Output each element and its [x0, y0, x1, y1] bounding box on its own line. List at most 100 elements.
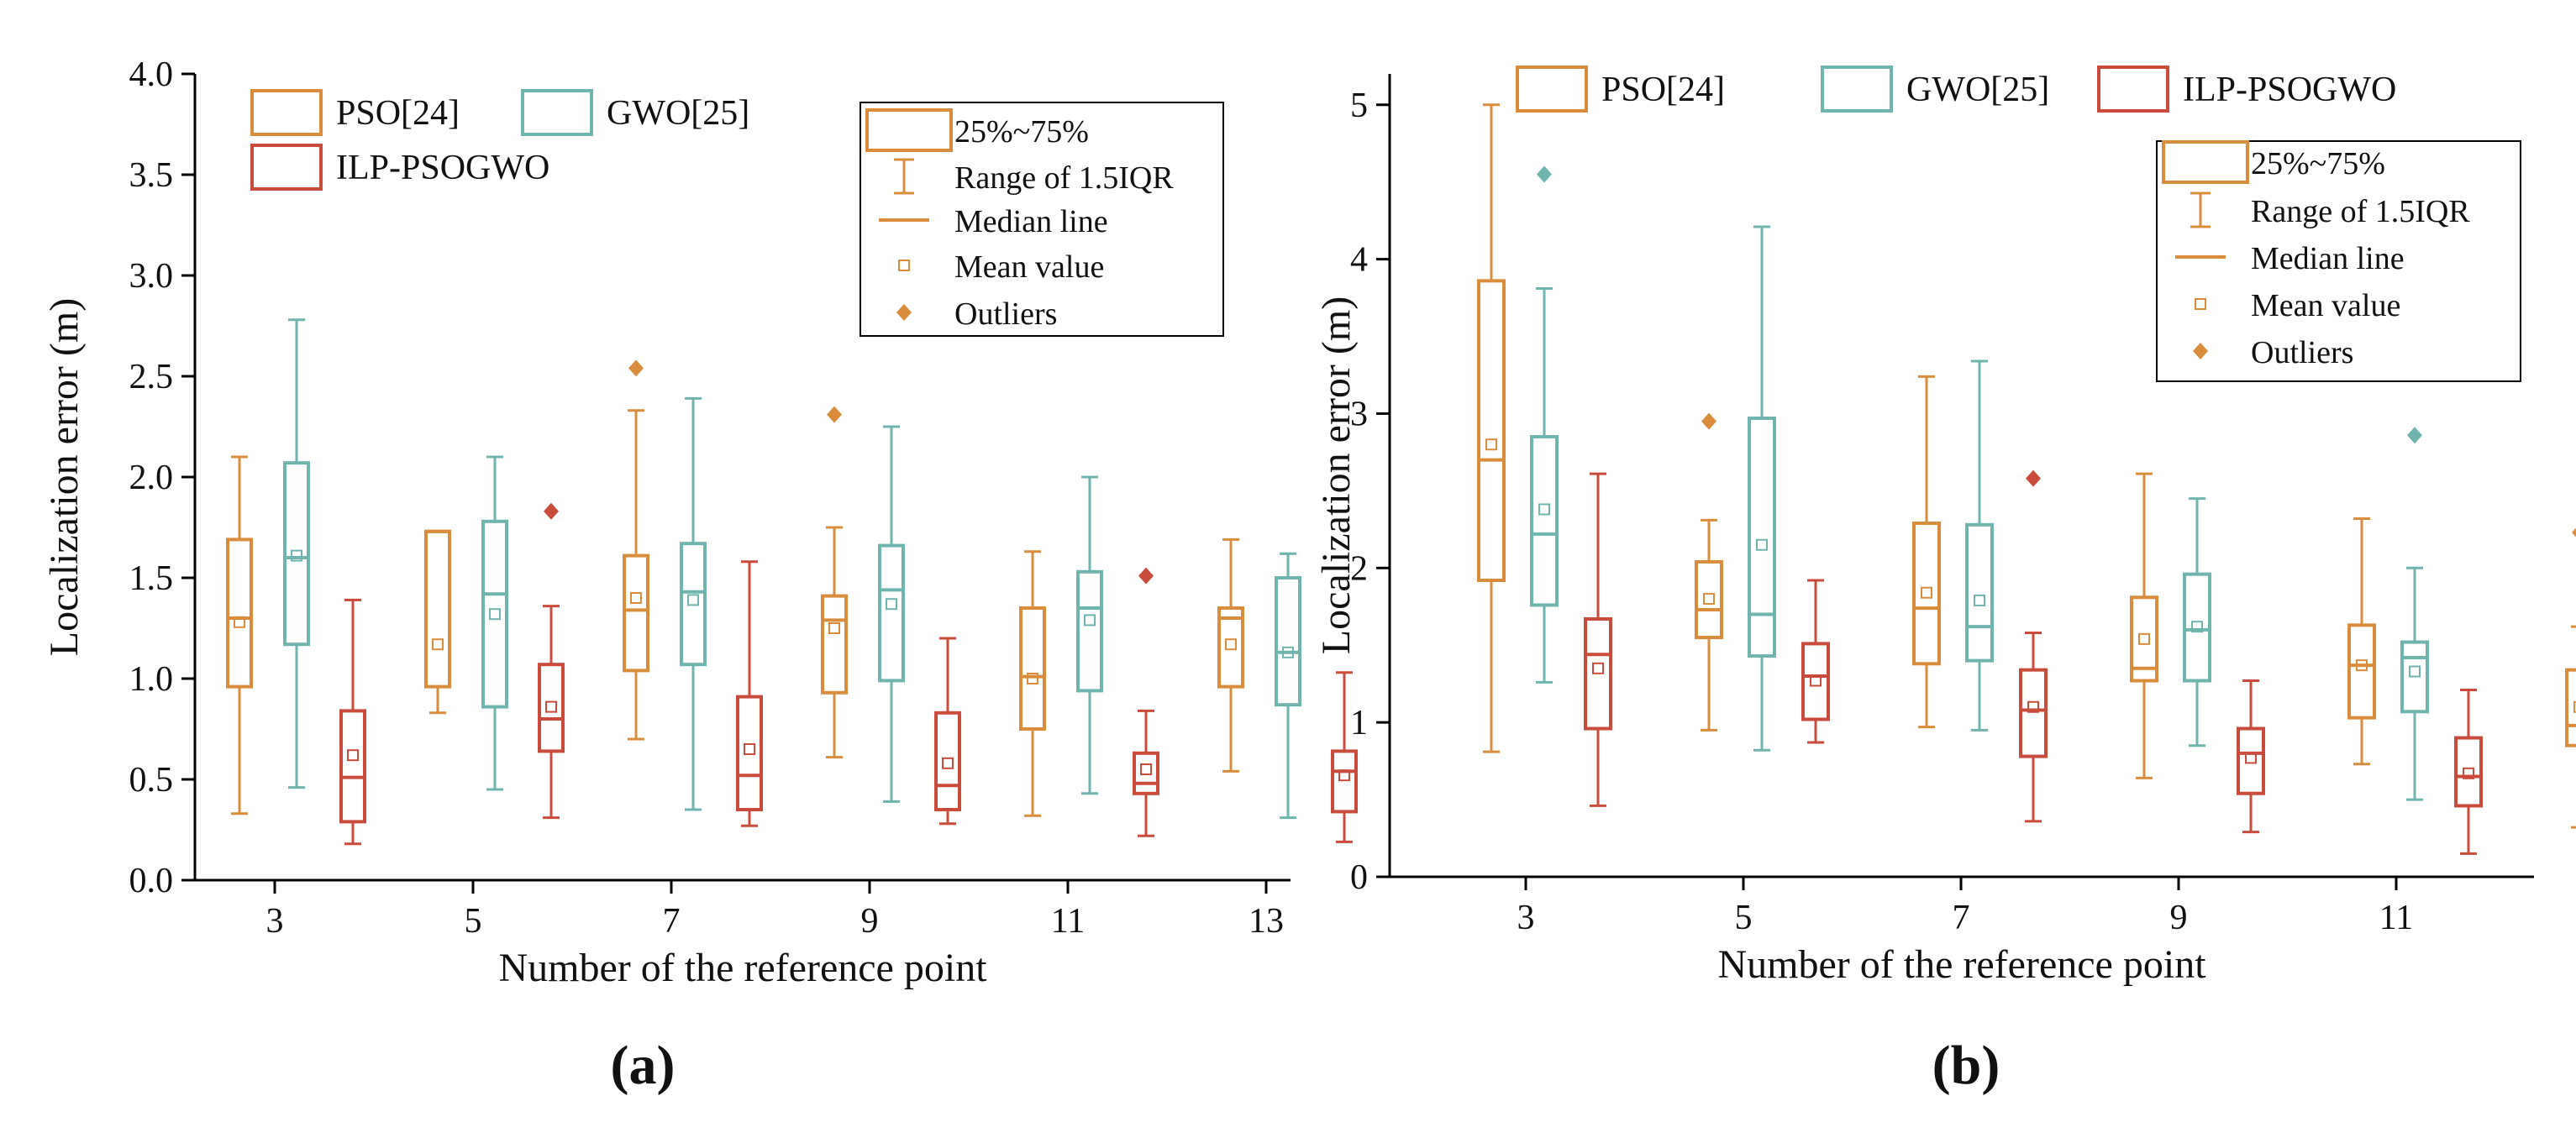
- mean-marker: [432, 638, 444, 651]
- x-tick-label: 11: [2379, 899, 2413, 937]
- mean-marker: [2191, 621, 2203, 633]
- outlier-marker: [827, 406, 842, 423]
- mean-marker: [2573, 700, 2576, 713]
- x-tick-label: 13: [1249, 902, 1284, 941]
- mean-marker: [2356, 659, 2368, 672]
- x-tick-label: 7: [663, 902, 681, 941]
- x-tick-label: 11: [1051, 902, 1085, 941]
- stats-legend-label: Mean value: [954, 249, 1104, 285]
- box: [680, 542, 707, 667]
- legend-mean-swatch: [898, 260, 910, 271]
- x-axis-label: Number of the reference point: [498, 946, 987, 990]
- mean-marker: [1703, 593, 1715, 606]
- y-axis-label: Localization error (m): [1314, 296, 1359, 654]
- box: [1217, 606, 1244, 689]
- mean-marker: [1225, 638, 1237, 651]
- y-tick-label: 3.0: [129, 257, 174, 296]
- legend-label: GWO[25]: [1906, 71, 2049, 109]
- x-tick-label: 5: [465, 902, 482, 941]
- box: [1530, 435, 1559, 607]
- y-tick-label: 1: [1350, 704, 1368, 742]
- mean-marker: [1974, 594, 1985, 606]
- figure-label: (a): [611, 1035, 676, 1096]
- y-tick-label: 2.0: [129, 459, 174, 497]
- legend-swatch: [250, 144, 323, 191]
- outlier-marker: [628, 359, 644, 377]
- y-tick-label: 0: [1350, 858, 1368, 897]
- mean-marker: [886, 598, 897, 611]
- legend-swatch: [1821, 66, 1893, 113]
- box: [878, 543, 905, 683]
- legend-label: PSO[24]: [336, 94, 460, 133]
- outlier-marker: [1537, 165, 1552, 183]
- box: [1965, 522, 1994, 663]
- y-tick-label: 1.0: [129, 660, 174, 699]
- legend-outlier-swatch: [2193, 343, 2208, 359]
- legend-label: ILP-PSOGWO: [2183, 71, 2396, 109]
- mean-marker: [2409, 665, 2421, 678]
- mean-marker: [489, 608, 501, 621]
- legend-outlier-swatch: [896, 304, 912, 321]
- y-tick-label: 1.5: [129, 559, 174, 598]
- legend-swatch: [1516, 66, 1588, 113]
- y-tick-label: 5: [1350, 87, 1368, 125]
- box: [1019, 606, 1046, 731]
- mean-marker: [2245, 752, 2257, 764]
- box: [934, 711, 961, 811]
- mean-marker: [1140, 763, 1152, 775]
- y-tick-label: 2.5: [129, 358, 174, 396]
- box: [623, 553, 649, 673]
- box: [736, 695, 763, 811]
- mean-marker: [1538, 503, 1550, 516]
- mean-marker: [347, 749, 359, 762]
- mean-marker: [1592, 662, 1604, 674]
- outlier-marker: [1701, 412, 1716, 430]
- y-tick-label: 4.0: [129, 55, 174, 94]
- box: [481, 519, 508, 709]
- box: [2347, 623, 2376, 720]
- mean-marker: [2463, 767, 2474, 779]
- box: [1584, 616, 1612, 731]
- y-tick-label: 0.5: [129, 761, 174, 800]
- stats-legend-label: Outliers: [954, 296, 1057, 332]
- x-tick-label: 5: [1735, 899, 1753, 937]
- box: [821, 594, 848, 695]
- box: [1331, 749, 1358, 814]
- y-tick-label: 4: [1350, 241, 1368, 280]
- x-tick-label: 9: [861, 902, 879, 941]
- x-axis-label: Number of the reference point: [1717, 942, 2206, 987]
- legend-label: ILP-PSOGWO: [336, 149, 549, 187]
- box: [283, 461, 310, 647]
- box: [2454, 736, 2483, 808]
- mean-marker: [291, 549, 302, 562]
- stats-legend-label: Outliers: [2251, 335, 2353, 370]
- outlier-marker: [544, 502, 559, 520]
- box: [1477, 279, 1506, 583]
- y-tick-label: 2: [1350, 549, 1368, 588]
- x-tick-label: 7: [1953, 899, 1970, 937]
- outlier-marker: [2572, 527, 2576, 538]
- box: [1695, 559, 1723, 640]
- mean-marker: [1282, 646, 1294, 658]
- legend-swatch: [521, 89, 593, 136]
- box: [1801, 642, 1830, 721]
- box: [2237, 726, 2265, 795]
- outlier-marker: [1138, 567, 1154, 585]
- legend-label: GWO[25]: [607, 94, 749, 133]
- mean-marker: [828, 622, 840, 634]
- stats-legend-label: Mean value: [2251, 288, 2400, 323]
- mean-marker: [234, 616, 245, 628]
- box: [1912, 521, 1941, 666]
- y-tick-label: 0.0: [129, 862, 174, 900]
- box: [1133, 751, 1159, 795]
- legend-mean-swatch: [2195, 298, 2206, 310]
- mean-marker: [1485, 438, 1497, 451]
- stats-legend-label: Median line: [954, 204, 1108, 239]
- box: [1748, 416, 1776, 658]
- y-tick-label: 3: [1350, 395, 1368, 433]
- x-tick-label: 3: [266, 902, 284, 941]
- legend-label: PSO[24]: [1601, 71, 1725, 109]
- legend-swatch: [2097, 66, 2169, 113]
